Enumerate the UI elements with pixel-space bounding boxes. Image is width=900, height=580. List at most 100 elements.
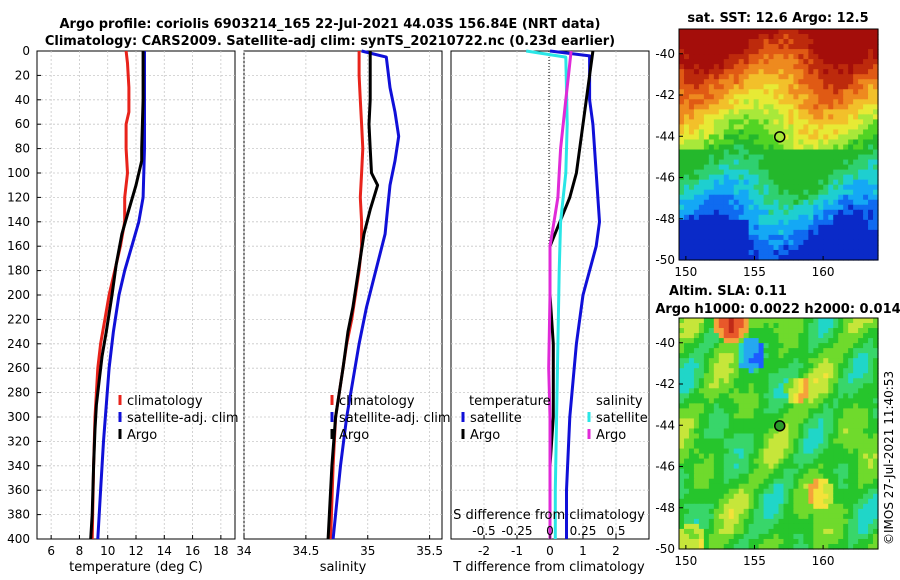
map-cell [833,94,839,100]
map-cell [758,154,765,161]
map-cell [728,403,735,409]
map-cell [713,199,720,206]
map-cell [718,423,725,430]
map-cell [718,104,725,110]
map-cell [813,154,819,161]
map-cell [733,413,740,420]
map-cell [848,513,854,520]
map-cell [818,169,824,176]
map-cell [868,413,874,420]
map-cell [778,513,785,520]
map-cell [768,443,775,450]
map-cell [813,84,819,90]
map-cell [773,239,780,246]
map-y-tick-label: -48 [655,501,675,515]
map-cell [738,174,745,181]
map-cell [733,89,740,95]
map-cell [833,59,839,65]
map-cell [718,119,725,126]
map-cell [708,458,715,465]
map-cell [728,483,735,490]
map-cell [688,393,695,399]
map-cell [768,49,775,55]
map-cell [758,468,765,475]
map-cell [693,428,700,435]
map-cell [853,533,859,540]
map-cell [783,373,790,379]
map-cell [803,443,809,450]
map-cell [693,488,700,495]
map-cell [823,468,829,475]
map-cell [753,338,760,344]
map-cell [708,328,715,334]
map-cell [683,124,690,131]
map-cell [679,518,685,525]
map-cell [873,59,879,65]
map-cell [843,244,849,251]
map-cell [848,493,854,500]
map-cell [728,139,735,146]
map-cell [763,89,770,95]
map-cell [763,418,770,425]
map-cell [698,468,705,475]
map-cell [703,114,710,120]
map-cell [733,373,740,379]
map-cell [718,69,725,75]
map-cell [863,244,869,251]
map-cell [843,448,849,455]
map-cell [863,508,869,515]
map-cell [688,109,695,115]
map-cell [728,44,735,50]
map-cell [793,383,799,389]
map-cell [838,498,844,505]
map-cell [813,89,819,95]
map-cell [803,174,809,181]
map-cell [853,199,859,206]
map-cell [748,214,755,221]
map-x-tick-label: 150 [674,554,697,568]
map-cell [798,438,804,445]
map-cell [703,149,710,156]
map-cell [723,244,730,251]
map-cell [858,204,864,211]
map-cell [783,518,790,525]
x-tick-label: 12 [128,544,143,558]
map-cell [763,29,770,35]
map-cell [793,244,799,251]
map-cell [743,533,750,540]
map-cell [833,139,839,146]
map-cell [853,423,859,430]
legend-temperature-title: temperature [469,394,551,409]
map-cell [803,29,809,35]
map-cell [833,44,839,50]
map-cell [808,74,814,80]
map-cell [718,44,725,50]
map-cell [848,498,854,505]
map-cell [843,458,849,465]
map-cell [803,463,809,470]
map-cell [863,69,869,75]
map-cell [783,194,790,201]
map-cell [823,79,829,85]
map-cell [688,443,695,450]
map-cell [843,478,849,485]
map-cell [708,244,715,251]
map-cell [698,483,705,490]
map-cell [853,528,859,535]
map-cell [853,513,859,520]
map-cell [748,114,755,120]
map-cell [758,528,765,535]
map-cell [713,318,720,324]
map-cell [753,29,760,35]
map-cell [773,144,780,151]
map-cell [868,179,874,186]
map-cell [713,154,720,161]
map-cell [713,44,720,50]
map-cell [808,338,814,344]
map-cell [793,508,799,515]
map-cell [788,119,795,126]
map-cell [688,408,695,415]
map-cell [693,493,700,500]
map-cell [693,189,700,196]
map-cell [698,109,705,115]
